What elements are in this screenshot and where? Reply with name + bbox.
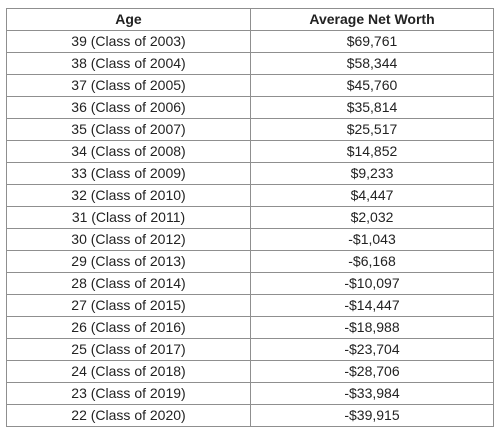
net-worth-table: Age Average Net Worth 39 (Class of 2003)… [6,8,494,427]
table-row: 26 (Class of 2016) -$18,988 [6,316,494,339]
net-worth-cell: -$28,706 [250,360,494,383]
net-worth-table-container: Age Average Net Worth 39 (Class of 2003)… [6,8,494,427]
age-cell: 26 (Class of 2016) [6,316,251,339]
age-cell: 33 (Class of 2009) [6,162,251,185]
age-cell: 35 (Class of 2007) [6,118,251,141]
header-age: Age [6,8,251,31]
net-worth-cell: -$23,704 [250,338,494,361]
table-row: 24 (Class of 2018) -$28,706 [6,360,494,383]
net-worth-cell: -$18,988 [250,316,494,339]
table-row: 27 (Class of 2015) -$14,447 [6,294,494,317]
net-worth-cell: -$10,097 [250,272,494,295]
net-worth-cell: -$14,447 [250,294,494,317]
table-row: 36 (Class of 2006) $35,814 [6,96,494,119]
net-worth-cell: $35,814 [250,96,494,119]
net-worth-cell: -$39,915 [250,404,494,427]
age-cell: 25 (Class of 2017) [6,338,251,361]
table-row: 33 (Class of 2009) $9,233 [6,162,494,185]
table-body: 39 (Class of 2003) $69,761 38 (Class of 20… [6,30,494,427]
net-worth-cell: $45,760 [250,74,494,97]
net-worth-cell: -$6,168 [250,250,494,273]
table-row: 30 (Class of 2012) -$1,043 [6,228,494,251]
net-worth-cell: -$33,984 [250,382,494,405]
age-cell: 38 (Class of 2004) [6,52,251,75]
net-worth-cell: $69,761 [250,30,494,53]
net-worth-cell: $4,447 [250,184,494,207]
net-worth-cell: $25,517 [250,118,494,141]
table-row: 32 (Class of 2010) $4,447 [6,184,494,207]
age-cell: 28 (Class of 2014) [6,272,251,295]
net-worth-cell: -$1,043 [250,228,494,251]
age-cell: 30 (Class of 2012) [6,228,251,251]
table-row: 38 (Class of 2004) $58,344 [6,52,494,75]
net-worth-cell: $58,344 [250,52,494,75]
age-cell: 27 (Class of 2015) [6,294,251,317]
net-worth-cell: $2,032 [250,206,494,229]
age-cell: 39 (Class of 2003) [6,30,251,53]
table-header-row: Age Average Net Worth [6,8,494,31]
age-cell: 37 (Class of 2005) [6,74,251,97]
age-cell: 34 (Class of 2008) [6,140,251,163]
age-cell: 23 (Class of 2019) [6,382,251,405]
table-row: 25 (Class of 2017) -$23,704 [6,338,494,361]
age-cell: 22 (Class of 2020) [6,404,251,427]
table-row: 34 (Class of 2008) $14,852 [6,140,494,163]
age-cell: 31 (Class of 2011) [6,206,251,229]
net-worth-cell: $9,233 [250,162,494,185]
age-cell: 24 (Class of 2018) [6,360,251,383]
table-row: 29 (Class of 2013) -$6,168 [6,250,494,273]
age-cell: 32 (Class of 2010) [6,184,251,207]
table-row: 28 (Class of 2014) -$10,097 [6,272,494,295]
table-row: 35 (Class of 2007) $25,517 [6,118,494,141]
net-worth-cell: $14,852 [250,140,494,163]
table-row: 22 (Class of 2020) -$39,915 [6,404,494,427]
table-row: 23 (Class of 2019) -$33,984 [6,382,494,405]
table-row: 37 (Class of 2005) $45,760 [6,74,494,97]
header-average-net-worth: Average Net Worth [250,8,494,31]
age-cell: 36 (Class of 2006) [6,96,251,119]
table-row: 39 (Class of 2003) $69,761 [6,30,494,53]
table-row: 31 (Class of 2011) $2,032 [6,206,494,229]
age-cell: 29 (Class of 2013) [6,250,251,273]
